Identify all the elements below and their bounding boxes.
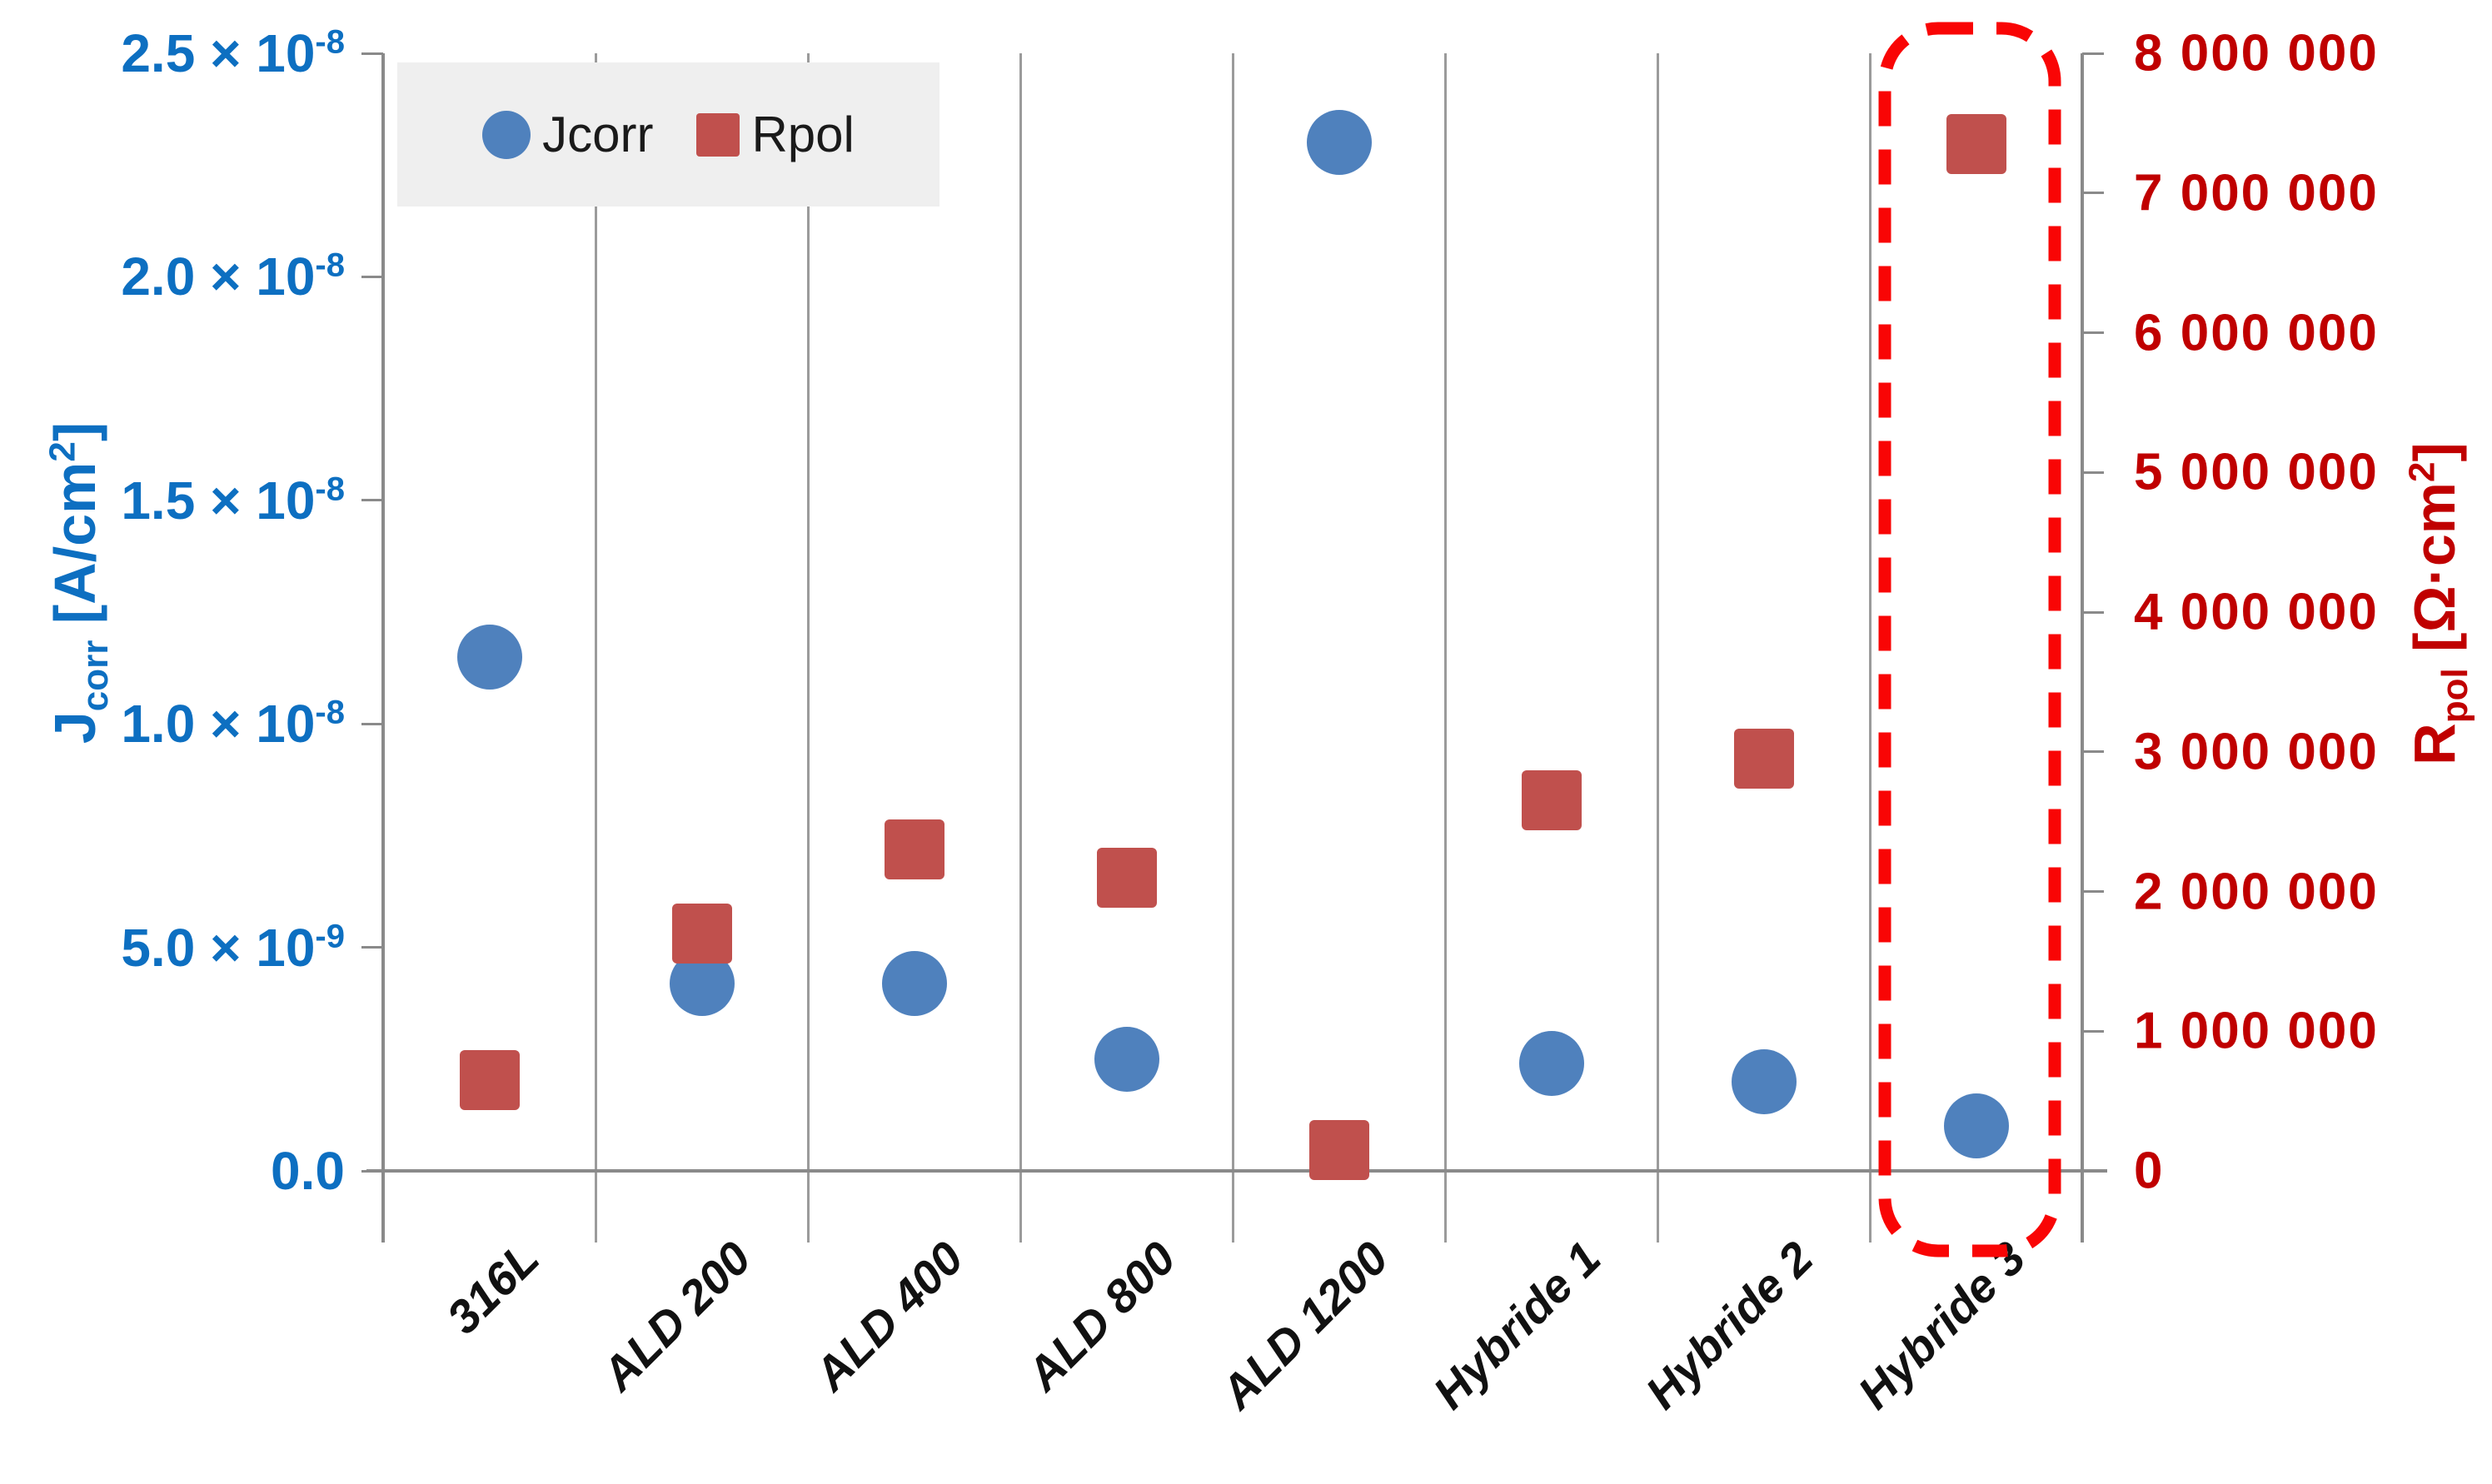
right-axis-tick [2082,331,2104,334]
x-category-label: Hybride 2 [1635,1231,1823,1419]
left-axis-tick [361,722,383,725]
category-separator-gridline [1019,53,1022,1242]
category-separator-gridline [1231,53,1234,1242]
data-point-rpol-hybride-3 [1946,114,2006,175]
legend-label-rpol: Rpol [751,107,855,162]
category-separator-gridline [1443,53,1447,1242]
category-separator-gridline [806,53,810,1242]
x-axis-baseline [366,1169,2107,1173]
x-category-label: ALD 1200 [1210,1231,1398,1419]
right-axis-tick-label: 3 000 000 [2134,723,2379,781]
data-point-jcorr-hybride-1 [1518,1031,1584,1097]
x-category-label: Hybride 1 [1423,1231,1611,1419]
data-point-jcorr-ald-800 [1094,1026,1159,1092]
data-point-rpol-ald-1200 [1308,1119,1369,1180]
right-axis-tick [2082,192,2104,195]
legend: Jcorr Rpol [397,62,939,207]
rpol-square-swatch-icon [696,112,740,157]
right-axis-tick [2082,890,2104,893]
right-axis-title: Rpol [Ω·cm2] [2401,442,2475,765]
right-axis-tick [2082,1029,2104,1033]
x-category-label: ALD 200 [591,1231,761,1401]
right-axis-tick [2082,610,2104,614]
x-category-label: 316L [436,1231,549,1344]
left-axis-line [381,53,385,1242]
right-axis-tick-label: 0 [2134,1142,2165,1200]
data-point-rpol-ald-200 [671,903,732,964]
data-point-jcorr-hybride-2 [1731,1048,1797,1114]
left-axis-tick [361,499,383,502]
jcorr-circle-swatch-icon [482,110,531,159]
right-axis-tick-label: 2 000 000 [2134,863,2379,920]
data-point-rpol-316l [459,1049,520,1110]
right-axis-tick-label: 1 000 000 [2134,1002,2379,1060]
legend-item-jcorr: Jcorr [482,106,653,163]
left-axis-tick-label: 0.0 [271,1141,345,1201]
right-axis-tick [2082,471,2104,474]
left-axis-title: Jcorr [A/cm2] [42,421,116,744]
left-axis-tick [361,275,383,278]
right-axis-line [2081,53,2084,1242]
category-separator-gridline [1868,53,1871,1242]
data-point-jcorr-316l [456,624,522,690]
data-point-rpol-hybride-2 [1733,729,1794,789]
right-axis-tick-label: 6 000 000 [2134,304,2379,361]
x-category-label: ALD 400 [804,1231,974,1401]
left-axis-tick-label: 2.0 × 10-8 [121,247,345,307]
left-axis-tick-label: 5.0 × 10-9 [121,917,345,978]
left-axis-tick [361,52,383,55]
right-axis-tick-label: 5 000 000 [2134,443,2379,501]
right-axis-tick [2082,750,2104,754]
left-axis-tick [361,1169,383,1173]
data-point-rpol-ald-400 [884,819,944,880]
data-point-jcorr-hybride-3 [1943,1093,2009,1159]
left-axis-tick [361,946,383,949]
x-category-label: Hybride 3 [1847,1231,2036,1419]
legend-item-rpol: Rpol [696,106,855,163]
highlight-box [1878,22,2061,1257]
data-point-rpol-ald-800 [1096,847,1157,908]
category-separator-gridline [594,53,597,1242]
left-axis-tick-label: 2.5 × 10-8 [121,23,345,83]
left-axis-tick-label: 1.5 × 10-8 [121,470,345,530]
data-point-rpol-hybride-1 [1521,770,1582,831]
left-axis-tick-label: 1.0 × 10-8 [121,694,345,754]
right-axis-tick [2082,1169,2104,1173]
right-axis-tick-label: 4 000 000 [2134,583,2379,641]
data-point-jcorr-ald-400 [881,950,947,1016]
right-axis-tick [2082,52,2104,55]
data-point-jcorr-ald-1200 [1306,110,1372,176]
category-separator-gridline [1656,53,1659,1242]
x-category-label: ALD 800 [1016,1231,1186,1401]
right-axis-tick-label: 7 000 000 [2134,164,2379,222]
right-axis-tick-label: 8 000 000 [2134,24,2379,82]
legend-label-jcorr: Jcorr [542,107,654,162]
